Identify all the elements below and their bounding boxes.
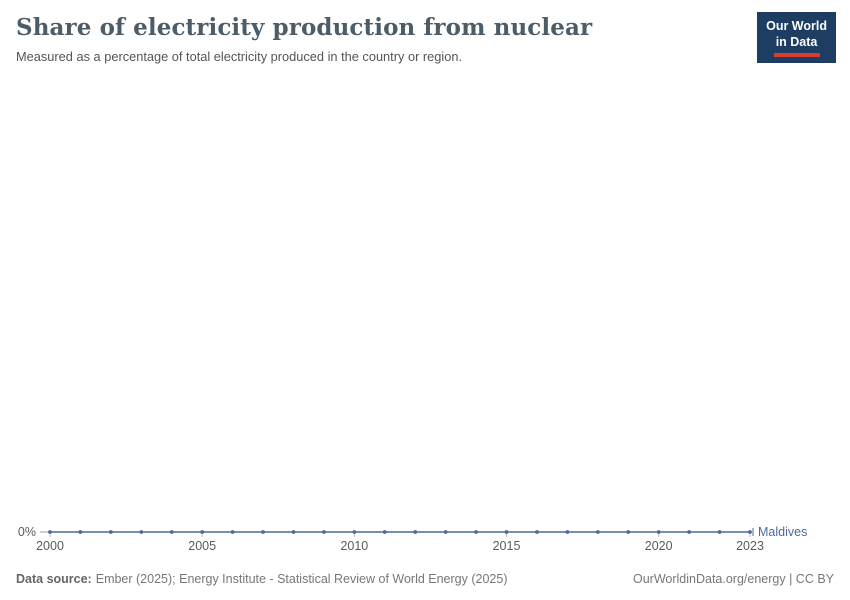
data-point <box>382 530 387 534</box>
data-point <box>748 530 752 534</box>
x-tick-label: 2015 <box>493 539 521 553</box>
data-point <box>656 530 661 534</box>
logo-text-line1: Our World <box>766 19 827 33</box>
data-point <box>261 530 265 534</box>
x-tick-label: 2005 <box>188 539 216 553</box>
owid-logo[interactable]: Our World in Data <box>757 12 836 63</box>
chart-title: Share of electricity production from nuc… <box>16 14 593 41</box>
data-point <box>169 530 174 534</box>
data-point <box>322 530 326 534</box>
x-tick-label: 2000 <box>36 539 64 553</box>
data-source-text: Ember (2025); Energy Institute - Statist… <box>95 572 508 586</box>
data-point <box>565 530 570 534</box>
data-point <box>78 530 83 534</box>
logo-text-line2: in Data <box>775 35 818 50</box>
data-point <box>230 530 235 534</box>
data-source: Data source: Ember (2025); Energy Institu… <box>16 572 507 586</box>
y-tick-label: 0% <box>18 525 36 539</box>
data-point <box>443 530 448 534</box>
data-point <box>717 530 722 534</box>
data-point <box>352 530 357 534</box>
chart-footer: Data source: Ember (2025); Energy Institu… <box>16 572 834 586</box>
data-point <box>595 530 600 534</box>
data-point <box>535 530 539 534</box>
logo-red-bar-icon <box>773 52 820 57</box>
x-tick-label: 2020 <box>645 539 673 553</box>
chart-header: Share of electricity production from nuc… <box>0 0 850 66</box>
data-point <box>626 530 631 534</box>
data-source-label: Data source: <box>16 572 92 586</box>
series-label[interactable]: Maldives <box>758 525 807 539</box>
x-tick-label: 2023 <box>736 539 764 553</box>
data-point <box>504 530 509 534</box>
data-point <box>48 530 52 534</box>
data-point <box>413 530 418 534</box>
chart-subtitle: Measured as a percentage of total electr… <box>16 49 463 64</box>
data-point <box>687 530 692 534</box>
data-point <box>474 530 478 534</box>
x-tick-label: 2010 <box>340 539 368 553</box>
data-point <box>108 530 113 534</box>
owid-link[interactable]: OurWorldinData.org/energy | CC BY <box>632 572 834 586</box>
data-point <box>200 530 205 534</box>
data-point <box>139 530 144 534</box>
data-point <box>291 530 296 534</box>
